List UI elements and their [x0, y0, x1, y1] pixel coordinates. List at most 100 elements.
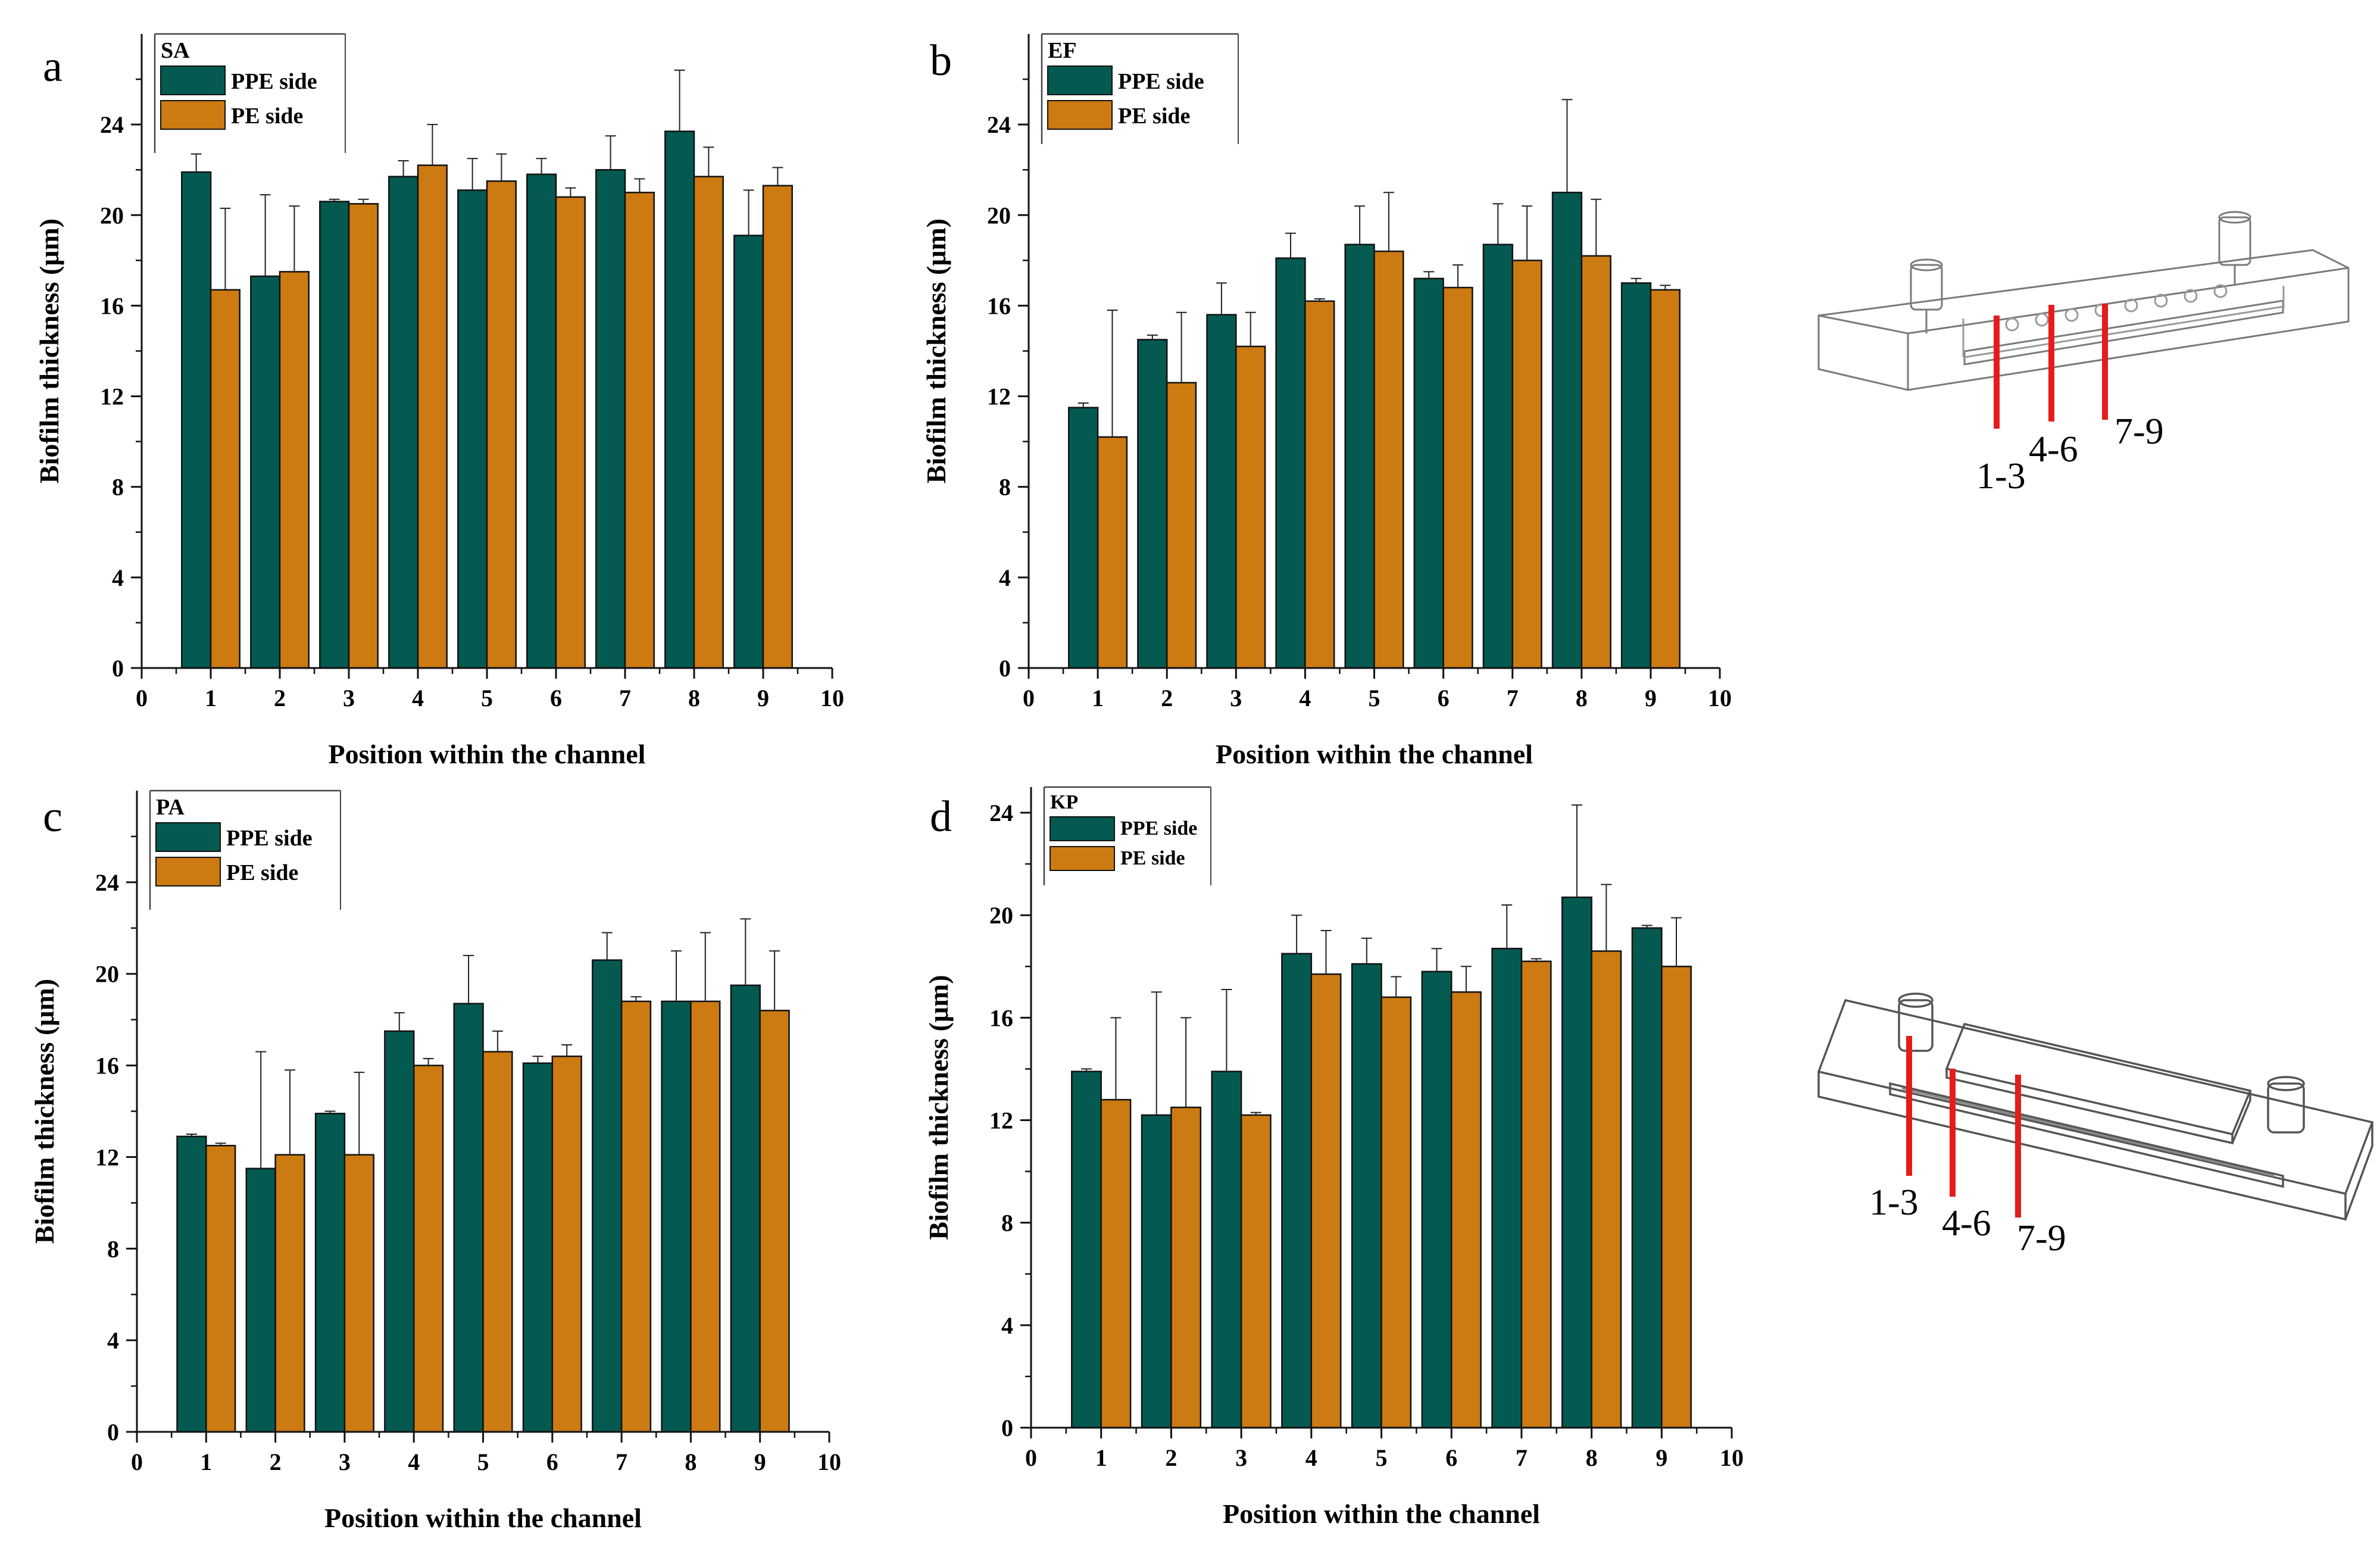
x-tick-label-6: 6	[550, 685, 562, 711]
bar-ppe-3	[314, 1113, 346, 1433]
bar-ppe-6	[522, 1062, 554, 1433]
bar-ppe-2	[250, 275, 281, 669]
x-tick-label-1: 1	[1095, 1444, 1107, 1471]
bar-ppe-2	[245, 1168, 276, 1433]
x-tick-label-0: 0	[136, 685, 148, 711]
bar-ppe-5	[1344, 244, 1375, 669]
x-tick-label-1: 1	[205, 685, 217, 711]
y-tick-label-12: 12	[987, 383, 1011, 410]
bar-pe-3	[348, 203, 379, 669]
x-tick-label-5: 5	[481, 685, 493, 711]
x-tick-label-10: 10	[820, 685, 844, 711]
legend-label-ppe: PPE side	[231, 69, 317, 94]
y-tick-label-4: 4	[112, 564, 124, 591]
cut-label-bottom-2: 4-6	[1942, 1203, 1991, 1244]
bar-ppe-3	[319, 201, 350, 669]
legend-label-pe: PE side	[1120, 847, 1185, 869]
y-axis-title: Biofilm thickness (μm)	[921, 218, 951, 483]
cut-label-bottom-3: 7-9	[2017, 1218, 2066, 1259]
legend-label-ppe: PPE side	[1118, 69, 1204, 94]
x-axis-title: Position within the channel	[324, 1503, 642, 1533]
bar-pe-4	[417, 164, 448, 669]
x-tick-label-2: 2	[274, 685, 286, 711]
bar-pe-2	[1166, 382, 1197, 669]
bar-pe-7	[620, 1000, 652, 1433]
bar-pe-7	[1520, 960, 1552, 1429]
legend-label-ppe: PPE side	[1120, 817, 1197, 839]
bar-ppe-5	[453, 1003, 484, 1433]
bar-ppe-4	[388, 176, 419, 669]
x-tick-label-3: 3	[343, 685, 355, 711]
x-tick-label-4: 4	[1305, 1444, 1317, 1471]
legend-label-pe: PE side	[231, 104, 303, 129]
legend-swatch-ppe	[1047, 65, 1113, 95]
y-tick-label-4: 4	[107, 1327, 119, 1354]
panel-letter-d: d	[930, 792, 952, 841]
x-tick-label-4: 4	[408, 1449, 420, 1475]
y-tick-label-8: 8	[1001, 1210, 1013, 1237]
bar-ppe-6	[526, 173, 557, 669]
x-tick-label-10: 10	[817, 1449, 841, 1475]
y-tick-label-12: 12	[95, 1144, 119, 1170]
y-tick-label-12: 12	[100, 383, 124, 410]
x-tick-label-7: 7	[619, 685, 631, 711]
x-tick-label-0: 0	[1023, 685, 1035, 711]
bar-pe-5	[1380, 996, 1412, 1429]
legend-swatch-pe	[1047, 100, 1113, 130]
microfluidic-chip-schematic-top	[1817, 211, 2350, 391]
bar-pe-3	[1240, 1114, 1272, 1429]
bar-ppe-2	[1137, 339, 1168, 669]
x-tick-label-6: 6	[546, 1449, 558, 1475]
y-tick-label-0: 0	[112, 655, 124, 682]
panel-letter-a: a	[43, 42, 63, 91]
y-axis-title: Biofilm thickness (μm)	[923, 975, 954, 1240]
y-tick-label-24: 24	[95, 869, 119, 896]
bar-pe-4	[413, 1065, 444, 1433]
x-tick-label-2: 2	[1161, 685, 1173, 711]
bar-ppe-8	[1551, 192, 1583, 669]
bar-pe-5	[1373, 250, 1404, 669]
bar-pe-5	[486, 180, 517, 669]
bar-ppe-8	[661, 1000, 692, 1433]
bar-pe-1	[210, 289, 241, 669]
y-tick-label-16: 16	[100, 292, 124, 319]
x-axis-title: Position within the channel	[329, 739, 646, 769]
y-tick-label-24: 24	[989, 800, 1013, 826]
bar-ppe-2	[1141, 1114, 1172, 1429]
bar-pe-2	[1170, 1106, 1202, 1429]
panel-letter-b: b	[930, 36, 952, 85]
bar-ppe-5	[457, 189, 488, 669]
bar-ppe-8	[664, 130, 695, 669]
bar-pe-7	[1511, 260, 1542, 669]
bar-ppe-9	[1631, 927, 1663, 1429]
x-axis-title: Position within the channel	[1216, 739, 1533, 769]
cut-label-top-1: 1-3	[1976, 456, 2026, 497]
x-tick-label-5: 5	[477, 1449, 489, 1475]
bar-ppe-9	[733, 235, 764, 669]
bar-pe-7	[624, 192, 655, 669]
y-axis-title: Biofilm thickness (μm)	[34, 218, 64, 483]
x-axis-title: Position within the channel	[1223, 1499, 1540, 1529]
y-tick-label-20: 20	[95, 961, 119, 988]
y-tick-label-0: 0	[107, 1419, 119, 1446]
x-tick-label-2: 2	[270, 1449, 282, 1475]
x-tick-label-5: 5	[1369, 685, 1380, 711]
bar-pe-8	[690, 1000, 721, 1433]
x-tick-label-2: 2	[1165, 1444, 1177, 1471]
x-tick-label-5: 5	[1376, 1444, 1388, 1471]
y-tick-label-4: 4	[1001, 1312, 1013, 1339]
microfluidic-chip-schematic-bottom	[1817, 992, 2374, 1221]
bar-pe-9	[1650, 289, 1681, 669]
y-tick-label-16: 16	[989, 1004, 1013, 1031]
bar-pe-9	[759, 1010, 790, 1433]
x-tick-label-9: 9	[754, 1449, 766, 1475]
bar-pe-6	[1450, 991, 1482, 1429]
bar-pe-9	[1661, 966, 1692, 1429]
x-tick-label-6: 6	[1445, 1444, 1457, 1471]
legend-swatch-pe	[160, 100, 226, 130]
x-tick-label-1: 1	[1092, 685, 1104, 711]
x-tick-label-10: 10	[1720, 1444, 1744, 1471]
legend-swatch-ppe	[155, 822, 221, 852]
